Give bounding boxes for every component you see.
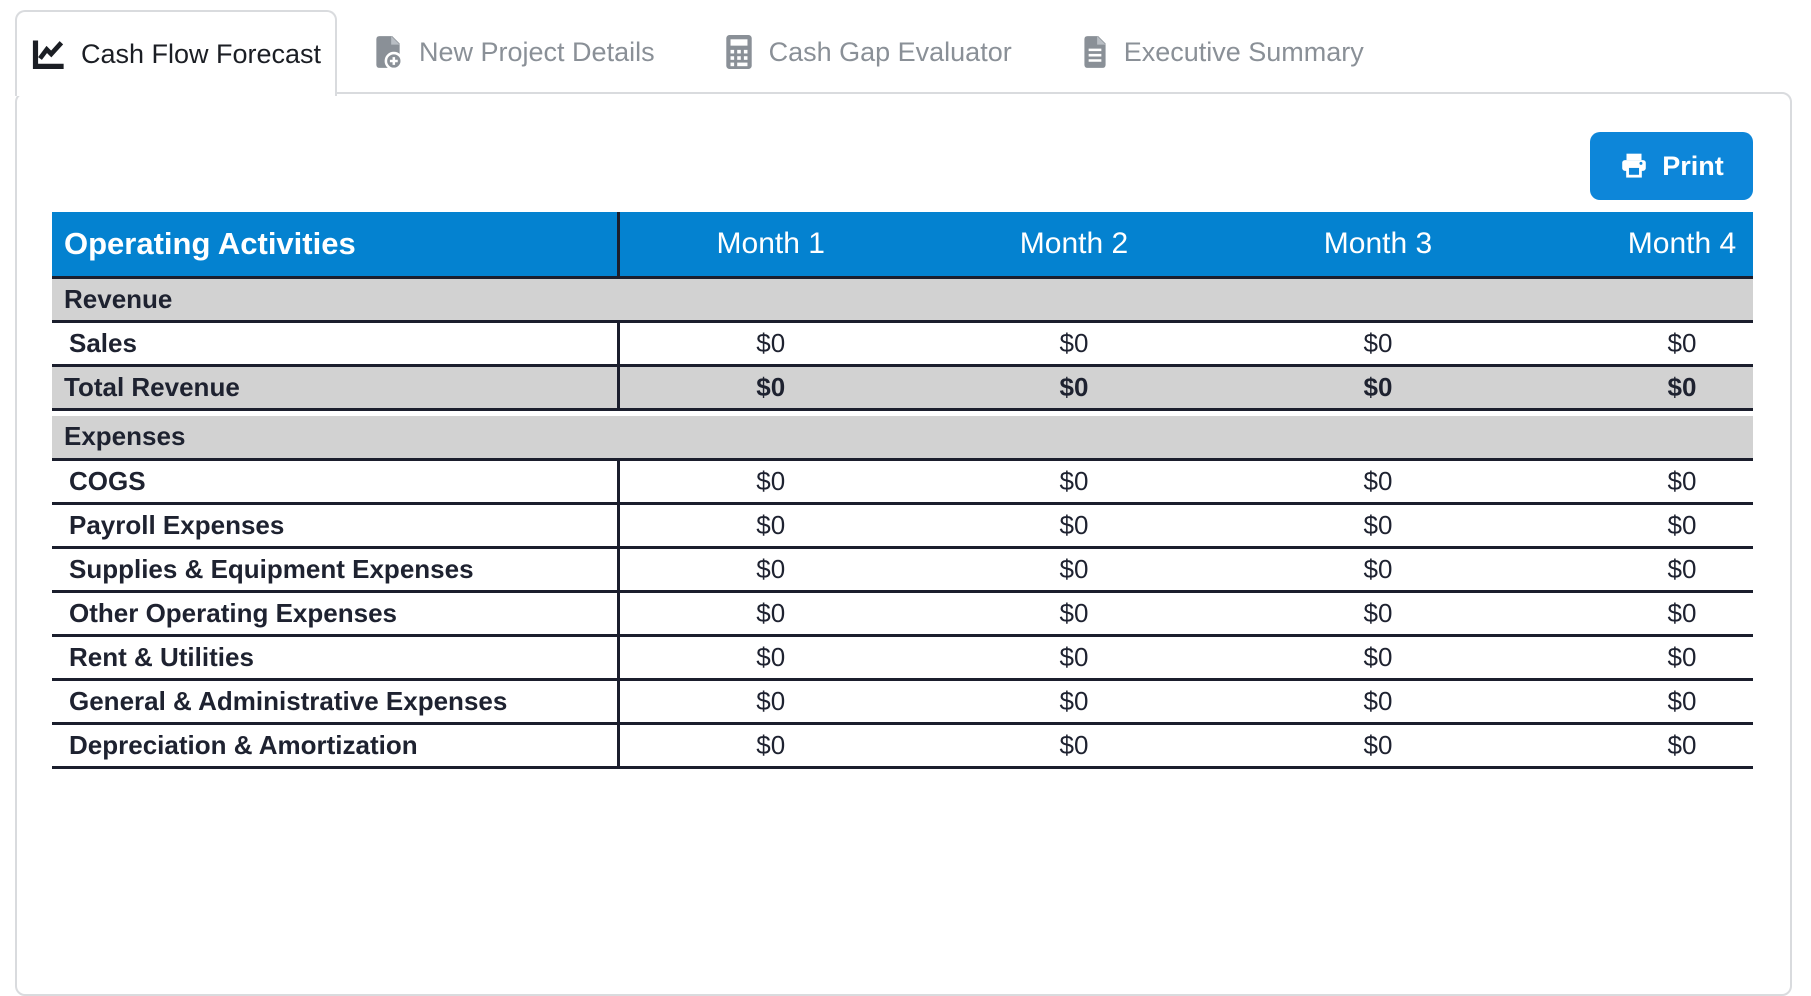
tab-new-project-details[interactable]: New Project Details xyxy=(337,10,689,94)
file-plus-icon xyxy=(376,36,404,70)
cell-value: $0 xyxy=(1226,459,1530,505)
cell-value: $0 xyxy=(922,723,1226,769)
section-label: Revenue xyxy=(52,277,1753,323)
cell-value: $0 xyxy=(1530,365,1753,411)
tab-label: Cash Flow Forecast xyxy=(80,38,322,69)
table-row xyxy=(52,409,1753,416)
tab-executive-summary[interactable]: Executive Summary xyxy=(1046,10,1398,94)
calculator-icon xyxy=(725,35,752,69)
row-label: COGS xyxy=(52,459,618,505)
table-row xyxy=(52,767,1753,774)
cell-value: $0 xyxy=(1226,635,1530,681)
row-label: Other Operating Expenses xyxy=(52,591,618,637)
table-row: General & Administrative Expenses $0 $0 $0 $… xyxy=(52,679,1753,725)
cell-value: $0 xyxy=(616,503,922,549)
table-row: Other Operating Expenses $0 $0 $0 $0 xyxy=(52,591,1753,637)
month-header-4: Month 4 xyxy=(1530,212,1753,279)
row-label: Depreciation & Amortization xyxy=(52,723,618,769)
cell-value: $0 xyxy=(922,459,1226,505)
table-row: COGS $0 $0 $0 $0 xyxy=(52,459,1753,505)
tab-cash-flow-forecast[interactable]: Cash Flow Forecast xyxy=(15,10,337,96)
cell-value: $0 xyxy=(922,591,1226,637)
cell-value: $0 xyxy=(922,365,1226,411)
table-row: Payroll Expenses $0 $0 $0 $0 xyxy=(52,503,1753,549)
cell-value: $0 xyxy=(922,321,1226,367)
tab-cash-gap-evaluator[interactable]: Cash Gap Evaluator xyxy=(689,10,1046,94)
cell-value: $0 xyxy=(1530,321,1753,367)
chart-line-icon xyxy=(32,40,64,69)
forecast-table-container: Operating Activities Month 1 Month 2 Mon… xyxy=(52,212,1753,774)
row-label: Supplies & Equipment Expenses xyxy=(52,547,618,593)
tab-bar: Cash Flow Forecast New Project Details C… xyxy=(15,10,1398,96)
cell-value: $0 xyxy=(1226,503,1530,549)
cell-value: $0 xyxy=(616,321,922,367)
cell-value: $0 xyxy=(1530,591,1753,637)
forecast-table: Operating Activities Month 1 Month 2 Mon… xyxy=(52,212,1753,774)
section-row: Expenses xyxy=(52,415,1753,461)
section-row: Revenue xyxy=(52,277,1753,323)
cell-value: $0 xyxy=(1226,321,1530,367)
table-row: Rent & Utilities $0 $0 $0 $0 xyxy=(52,635,1753,681)
cell-value: $0 xyxy=(1226,365,1530,411)
print-button[interactable]: Print xyxy=(1590,132,1753,200)
tab-label: New Project Details xyxy=(419,36,655,67)
cell-value: $0 xyxy=(616,635,922,681)
printer-icon xyxy=(1622,153,1647,178)
cell-value: $0 xyxy=(1226,723,1530,769)
row-label: Rent & Utilities xyxy=(52,635,618,681)
month-header-1: Month 1 xyxy=(616,212,922,279)
cell-value: $0 xyxy=(1530,459,1753,505)
month-header-3: Month 3 xyxy=(1226,212,1530,279)
cell-value: $0 xyxy=(922,679,1226,725)
cell-value: $0 xyxy=(1530,723,1753,769)
section-label: Expenses xyxy=(52,415,1753,461)
tab-label: Executive Summary xyxy=(1123,36,1364,67)
forecast-table-body: Revenue Sales $0 $0 $0 $0 Total Revenue $0 $0 $0 $… xyxy=(52,277,1753,774)
month-header-2: Month 2 xyxy=(922,212,1226,279)
table-row: Depreciation & Amortization $0 $0 $0 $0 xyxy=(52,723,1753,769)
spacer-cell xyxy=(52,767,1753,774)
cell-value: $0 xyxy=(616,591,922,637)
cell-value: $0 xyxy=(1530,635,1753,681)
cell-value: $0 xyxy=(1530,547,1753,593)
cell-value: $0 xyxy=(616,365,922,411)
table-row: Total Revenue $0 $0 $0 $0 xyxy=(52,365,1753,411)
print-button-label: Print xyxy=(1662,150,1724,181)
cell-value: $0 xyxy=(1530,679,1753,725)
cell-value: $0 xyxy=(922,503,1226,549)
cell-value: $0 xyxy=(616,547,922,593)
file-lines-icon xyxy=(1084,36,1106,68)
cell-value: $0 xyxy=(922,547,1226,593)
cell-value: $0 xyxy=(616,459,922,505)
table-row: Sales $0 $0 $0 $0 xyxy=(52,321,1753,367)
cell-value: $0 xyxy=(616,679,922,725)
row-label: Payroll Expenses xyxy=(52,503,618,549)
table-row: Supplies & Equipment Expenses $0 $0 $0 $0 xyxy=(52,547,1753,593)
tab-label: Cash Gap Evaluator xyxy=(768,36,1012,67)
table-title: Operating Activities xyxy=(52,212,618,279)
spacer-cell xyxy=(52,409,1753,416)
table-header-row: Operating Activities Month 1 Month 2 Mon… xyxy=(52,212,1753,279)
cell-value: $0 xyxy=(922,635,1226,681)
row-label: Sales xyxy=(52,321,618,367)
cell-value: $0 xyxy=(1226,679,1530,725)
cell-value: $0 xyxy=(1226,591,1530,637)
cell-value: $0 xyxy=(1226,547,1530,593)
row-label: Total Revenue xyxy=(52,365,618,411)
cell-value: $0 xyxy=(616,723,922,769)
cell-value: $0 xyxy=(1530,503,1753,549)
row-label: General & Administrative Expenses xyxy=(52,679,618,725)
